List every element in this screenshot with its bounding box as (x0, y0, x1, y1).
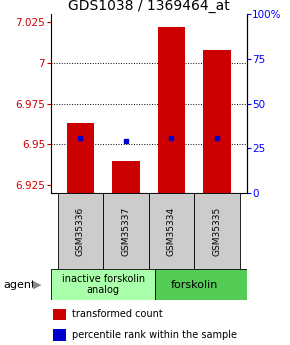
Text: GSM35337: GSM35337 (121, 207, 130, 256)
FancyBboxPatch shape (103, 193, 148, 269)
Text: GSM35334: GSM35334 (167, 207, 176, 256)
FancyBboxPatch shape (51, 269, 155, 300)
Text: GSM35335: GSM35335 (212, 207, 221, 256)
Bar (53, 329, 66, 341)
Title: GDS1038 / 1369464_at: GDS1038 / 1369464_at (68, 0, 229, 13)
Bar (53, 308, 66, 320)
FancyBboxPatch shape (58, 193, 103, 269)
Bar (203, 50, 231, 193)
Text: forskolin: forskolin (171, 280, 218, 289)
Bar (112, 160, 139, 193)
Bar (158, 27, 185, 193)
Text: percentile rank within the sample: percentile rank within the sample (72, 330, 237, 340)
Text: ▶: ▶ (33, 280, 42, 289)
Text: inactive forskolin
analog: inactive forskolin analog (61, 274, 145, 295)
Text: agent: agent (3, 280, 35, 289)
Text: transformed count: transformed count (72, 309, 163, 319)
Text: GSM35336: GSM35336 (76, 207, 85, 256)
FancyBboxPatch shape (155, 269, 246, 300)
FancyBboxPatch shape (148, 193, 194, 269)
Bar (67, 123, 94, 193)
FancyBboxPatch shape (194, 193, 240, 269)
